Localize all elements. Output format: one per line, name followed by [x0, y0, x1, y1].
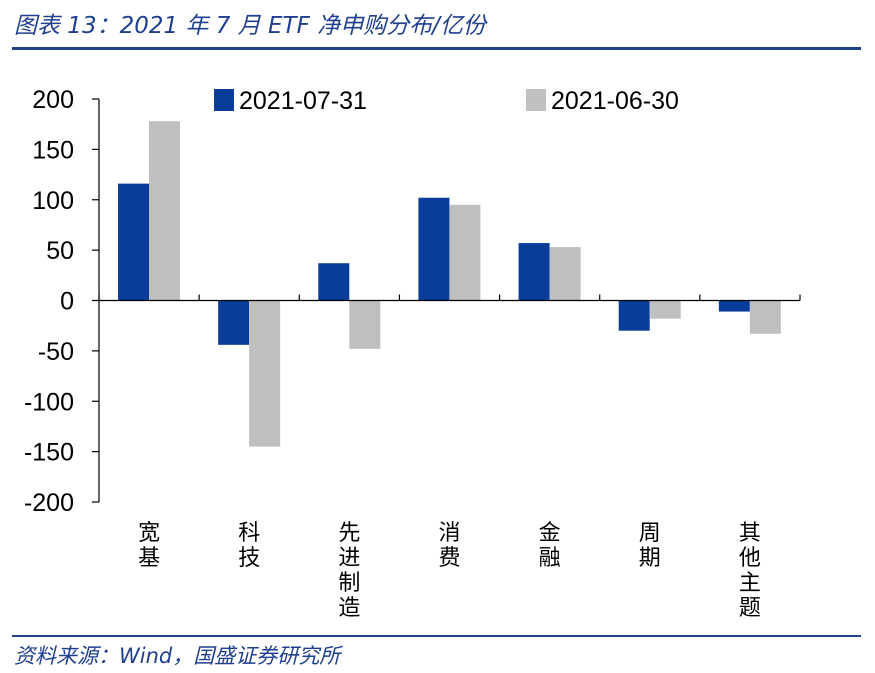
legend-label: 2021-07-31 [239, 87, 367, 115]
bar-series2 [249, 300, 281, 447]
category-label: 周期 [639, 521, 661, 571]
y-tick-label: 50 [46, 237, 74, 265]
y-tick-label: 100 [32, 187, 74, 215]
category-label: 宽基 [138, 521, 160, 571]
y-tick-label: -150 [24, 439, 74, 467]
y-tick-label: 0 [60, 288, 74, 316]
bar-series1 [618, 300, 650, 331]
bar-series1 [118, 183, 149, 301]
bar-series1 [718, 300, 750, 312]
bar-series2 [449, 204, 481, 301]
bar-chart: 200 150 100 50 0 -50 -100 -150 -200 宽基 科技 先进制造 消费 金融 周… [24, 86, 801, 621]
category-label: 科技 [238, 521, 260, 571]
bar-series1 [318, 263, 350, 301]
legend-swatch [526, 89, 546, 111]
title-rule [12, 47, 861, 50]
legend-label: 2021-06-30 [551, 87, 679, 115]
bar-series1 [418, 197, 450, 301]
bar-series1 [518, 243, 550, 301]
figure-title: 图表 13：2021 年 7 月 ETF 净申购分布/亿份 [14, 13, 486, 39]
y-tick-label: -200 [24, 489, 74, 517]
bar-series2 [149, 121, 180, 301]
bar-series2 [649, 300, 681, 319]
bar-series2 [749, 300, 781, 334]
category-label: 金融 [539, 521, 561, 571]
source-note: 资料来源：Wind，国盛证券研究所 [14, 644, 341, 668]
bar-series2 [549, 247, 581, 301]
category-label: 先进制造 [338, 521, 360, 621]
legend-swatch [214, 89, 234, 111]
y-tick-label: -100 [24, 388, 74, 416]
bar-series1 [218, 300, 250, 345]
y-tick-label: 150 [32, 136, 74, 164]
y-tick-label: -50 [38, 338, 74, 366]
source-rule [12, 635, 861, 637]
category-label: 其他主题 [739, 521, 761, 621]
y-tick-label: 200 [32, 86, 74, 114]
category-label: 消费 [438, 521, 460, 571]
bar-series2 [349, 300, 381, 349]
